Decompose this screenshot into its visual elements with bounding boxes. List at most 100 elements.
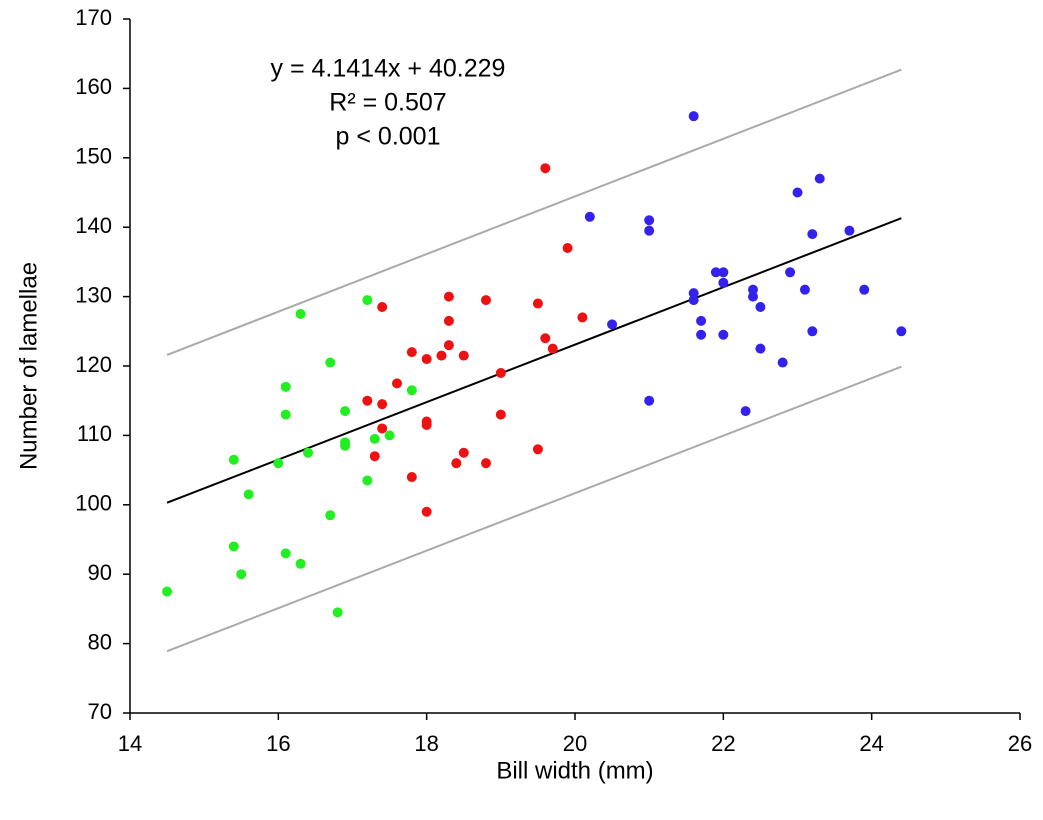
y-tick-label: 140 <box>75 213 112 238</box>
annotation: R² = 0.507 <box>329 89 446 117</box>
point <box>458 350 469 361</box>
point <box>406 347 417 358</box>
point <box>377 399 388 410</box>
point <box>688 295 699 306</box>
point <box>696 329 707 340</box>
point <box>362 395 373 406</box>
point <box>162 586 173 597</box>
point <box>748 284 758 295</box>
point <box>748 291 758 302</box>
y-tick-label: 130 <box>75 282 112 307</box>
point <box>325 510 336 521</box>
point <box>406 472 417 483</box>
point <box>228 541 239 552</box>
point <box>807 229 818 240</box>
point <box>844 225 855 236</box>
point <box>740 406 751 417</box>
point <box>896 326 907 337</box>
point <box>377 302 388 313</box>
x-tick-label: 24 <box>859 731 883 756</box>
annotation: p < 0.001 <box>336 123 441 151</box>
point <box>362 475 373 486</box>
point <box>540 163 551 174</box>
point <box>532 444 543 455</box>
point <box>755 302 766 313</box>
point <box>340 440 351 451</box>
point <box>451 458 462 469</box>
point <box>607 319 618 330</box>
point <box>688 288 699 299</box>
point <box>280 409 291 420</box>
point <box>718 267 729 278</box>
point <box>755 343 766 354</box>
y-tick-label: 120 <box>75 352 112 377</box>
point <box>577 312 588 323</box>
point <box>243 489 254 500</box>
annotation: y = 4.1414x + 40.229 <box>271 55 506 83</box>
point <box>644 225 655 236</box>
point <box>547 343 558 354</box>
point <box>540 333 551 344</box>
fit-line <box>166 68 902 356</box>
point <box>785 267 796 278</box>
x-tick-label: 14 <box>118 731 142 756</box>
x-axis-title: Bill width (mm) <box>496 757 653 784</box>
y-tick-label: 110 <box>77 421 112 446</box>
point <box>332 607 343 618</box>
x-tick-label: 20 <box>563 731 587 756</box>
point <box>807 326 818 337</box>
point <box>228 454 239 465</box>
point <box>406 385 417 396</box>
point <box>458 447 469 458</box>
point <box>443 291 454 302</box>
point <box>562 243 573 254</box>
y-tick-label: 80 <box>88 629 112 654</box>
point <box>295 558 306 569</box>
y-tick-label: 100 <box>75 491 112 516</box>
point <box>644 395 655 406</box>
point <box>236 569 247 580</box>
point <box>644 215 655 226</box>
fit-line <box>166 217 902 504</box>
point <box>280 548 291 559</box>
point <box>362 295 373 306</box>
point <box>369 451 380 462</box>
point <box>495 409 506 420</box>
point <box>584 211 595 222</box>
point <box>481 295 491 306</box>
point <box>421 419 432 430</box>
point <box>799 284 810 295</box>
y-axis-title: Number of lamellae <box>15 262 42 470</box>
point <box>295 308 306 319</box>
point <box>280 381 291 392</box>
point <box>696 315 707 326</box>
point <box>792 187 803 198</box>
x-tick-label: 18 <box>414 731 438 756</box>
point <box>369 433 380 444</box>
point <box>532 298 543 309</box>
point <box>421 506 432 517</box>
y-tick-label: 90 <box>88 560 112 585</box>
point <box>495 367 506 378</box>
point <box>718 277 729 288</box>
y-tick-label: 70 <box>88 699 112 724</box>
fit-line <box>166 365 902 653</box>
y-tick-label: 160 <box>75 74 112 99</box>
y-tick-label: 170 <box>75 5 112 30</box>
point <box>392 378 402 389</box>
point <box>688 111 699 122</box>
y-tick-label: 150 <box>75 144 112 169</box>
x-tick-label: 26 <box>1008 731 1032 756</box>
point <box>303 447 313 458</box>
point <box>340 406 351 417</box>
point <box>436 350 447 361</box>
point <box>443 315 454 326</box>
point <box>325 357 336 368</box>
x-tick-label: 16 <box>266 731 290 756</box>
point <box>859 284 870 295</box>
point <box>421 354 432 365</box>
point <box>710 267 721 278</box>
point <box>377 423 388 434</box>
